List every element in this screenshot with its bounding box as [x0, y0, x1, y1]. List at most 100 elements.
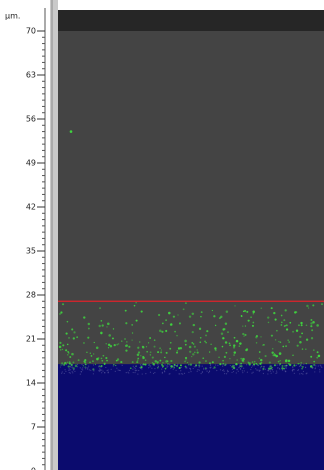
particle-dot: [244, 333, 247, 337]
surface-speckle: [239, 365, 241, 367]
particle-dot: [117, 343, 120, 345]
surface-speckle: [110, 368, 112, 370]
surface-speckle: [292, 366, 294, 368]
surface-speckle: [302, 373, 304, 375]
surface-speckle: [199, 365, 201, 367]
particle-dot: [221, 337, 225, 340]
surface-speckle: [233, 365, 236, 367]
surface-speckle: [319, 371, 321, 373]
particle-dot: [109, 344, 113, 348]
particle-dot: [71, 352, 74, 356]
surface-speckle: [315, 365, 317, 367]
particle-dot: [284, 324, 286, 327]
surface-speckle: [236, 368, 238, 370]
particle-dot: [188, 363, 190, 366]
surface-speckle: [250, 366, 253, 368]
surface-speckle: [98, 365, 100, 367]
particle-dot: [209, 362, 211, 365]
surface-speckle: [61, 364, 63, 366]
particle-dot: [264, 354, 267, 358]
particle-dot: [299, 335, 302, 338]
particle-dot: [321, 303, 323, 306]
particle-dot: [298, 324, 300, 327]
surface-speckle: [98, 370, 100, 372]
surface-speckle: [278, 364, 281, 366]
particle-dot: [136, 359, 139, 361]
surface-speckle: [168, 373, 170, 375]
particle-dot: [310, 318, 313, 321]
surface-speckle: [195, 366, 197, 368]
particle-dot: [149, 351, 152, 354]
particle-dot: [311, 329, 314, 332]
surface-speckle: [189, 369, 192, 371]
surface-speckle: [217, 364, 219, 366]
surface-speckle: [69, 366, 71, 368]
surface-speckle: [201, 371, 203, 373]
surface-speckle: [222, 369, 224, 372]
surface-speckle: [278, 367, 281, 370]
particle-dot: [240, 357, 243, 360]
particle-dot: [252, 310, 255, 313]
surface-speckle: [206, 370, 208, 372]
particle-dot: [106, 359, 108, 362]
surface-speckle: [177, 363, 179, 365]
surface-speckle: [210, 363, 212, 366]
particle-dot: [151, 361, 154, 364]
particle-dot: [205, 342, 207, 344]
particle-dot: [113, 343, 116, 347]
particle-dot: [278, 352, 282, 355]
particle-dot: [66, 343, 69, 346]
particle-dot: [89, 352, 91, 354]
particle-dot: [274, 318, 277, 321]
particle-dot: [112, 328, 115, 330]
particle-dot: [149, 354, 152, 356]
particle-dot: [157, 351, 160, 354]
surface-speckle: [209, 364, 212, 367]
surface-speckle: [235, 372, 237, 374]
tick-label: 63: [26, 71, 36, 80]
particle-dot: [223, 328, 226, 331]
particle-dot: [279, 362, 282, 365]
tick-label: 35: [26, 247, 36, 256]
particle-dot: [313, 349, 315, 351]
surface-speckle: [262, 365, 265, 368]
surface-speckle: [166, 365, 168, 367]
particle-dot: [270, 307, 273, 310]
surface-speckle: [178, 373, 180, 375]
particle-dot: [198, 361, 201, 364]
particle-dot: [103, 363, 106, 366]
particle-dot: [153, 345, 156, 348]
surface-speckle: [253, 365, 255, 367]
surface-speckle: [154, 372, 156, 374]
particle-dot: [67, 361, 69, 363]
particle-dot: [72, 361, 75, 364]
particle-dot: [90, 355, 93, 357]
surface-speckle: [142, 363, 144, 366]
particle-dot: [176, 350, 179, 352]
tick-label: 28: [26, 291, 36, 300]
particle-dot: [87, 322, 91, 326]
surface-speckle: [79, 373, 81, 375]
surface-speckle: [233, 366, 235, 368]
particle-dot: [186, 361, 189, 364]
particle-dot: [169, 323, 173, 326]
surface-speckle: [276, 372, 278, 374]
surface-speckle: [76, 363, 79, 365]
particle-dot: [98, 324, 101, 328]
particle-dot: [234, 305, 236, 307]
particle-dot: [316, 351, 319, 354]
surface-speckle: [173, 365, 175, 367]
particle-dot: [142, 356, 146, 360]
surface-speckle: [293, 369, 295, 371]
surface-speckle: [136, 369, 138, 371]
particle-dot: [312, 304, 315, 307]
particle-dot: [208, 351, 211, 353]
surface-speckle: [180, 370, 182, 372]
surface-speckle: [137, 373, 139, 375]
particle-dot: [285, 358, 288, 362]
surface-speckle: [101, 369, 103, 371]
surface-speckle: [305, 373, 307, 375]
particle-dot: [214, 347, 217, 350]
particle-dot: [131, 332, 134, 334]
particle-dot: [285, 324, 288, 327]
